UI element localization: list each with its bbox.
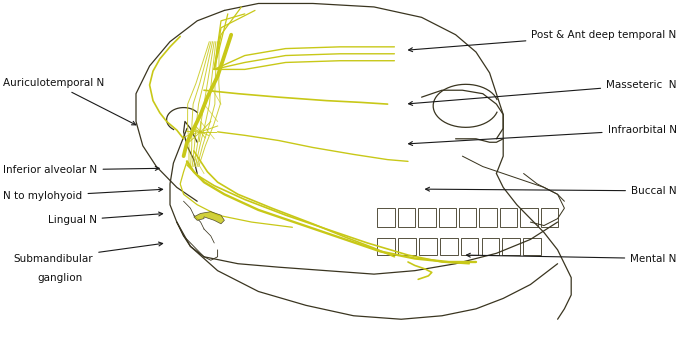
FancyBboxPatch shape xyxy=(439,208,456,227)
Text: ganglion: ganglion xyxy=(37,273,83,282)
FancyBboxPatch shape xyxy=(377,208,394,227)
Text: Auriculotemporal N: Auriculotemporal N xyxy=(3,78,136,125)
FancyBboxPatch shape xyxy=(418,208,435,227)
FancyBboxPatch shape xyxy=(479,208,496,227)
Text: Buccal N: Buccal N xyxy=(426,186,677,196)
FancyBboxPatch shape xyxy=(541,208,558,227)
Text: Infraorbital N: Infraorbital N xyxy=(409,125,677,145)
Text: Submandibular: Submandibular xyxy=(14,242,163,263)
Text: Mental N: Mental N xyxy=(466,253,677,263)
Text: N to mylohyoid: N to mylohyoid xyxy=(3,188,163,201)
Text: Masseteric  N: Masseteric N xyxy=(409,80,677,105)
FancyBboxPatch shape xyxy=(481,238,499,255)
Text: Post & Ant deep temporal N: Post & Ant deep temporal N xyxy=(409,30,677,52)
FancyBboxPatch shape xyxy=(523,238,541,255)
FancyBboxPatch shape xyxy=(461,238,479,255)
FancyBboxPatch shape xyxy=(503,238,520,255)
FancyBboxPatch shape xyxy=(398,238,416,255)
FancyBboxPatch shape xyxy=(520,208,537,227)
FancyBboxPatch shape xyxy=(377,238,395,255)
FancyBboxPatch shape xyxy=(440,238,458,255)
FancyBboxPatch shape xyxy=(398,208,415,227)
Polygon shape xyxy=(194,212,224,224)
FancyBboxPatch shape xyxy=(419,238,437,255)
Text: Lingual N: Lingual N xyxy=(48,212,163,225)
Text: Inferior alveolar N: Inferior alveolar N xyxy=(3,165,159,175)
FancyBboxPatch shape xyxy=(500,208,517,227)
FancyBboxPatch shape xyxy=(459,208,476,227)
